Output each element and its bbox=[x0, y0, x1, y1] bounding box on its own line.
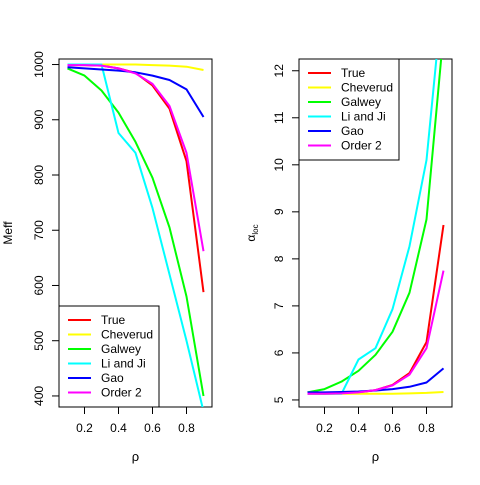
y-tick-label: 700 bbox=[32, 220, 46, 240]
series-group bbox=[67, 63, 205, 407]
panel-meff: 0.2 0.4 0.6 0.8 400 500 600 700 800 900 1000 ρ Meff T… bbox=[1, 51, 213, 464]
y-tick-label: 400 bbox=[32, 386, 46, 406]
y-axis-label: αloc bbox=[244, 224, 260, 241]
series-group bbox=[307, 59, 445, 395]
series-line-gao bbox=[307, 367, 445, 394]
legend-box bbox=[58, 305, 160, 408]
y-tick-label: 900 bbox=[32, 109, 46, 129]
y-tick-label: 500 bbox=[32, 330, 46, 350]
y-axis-label: Meff bbox=[1, 221, 15, 245]
series-line-gao bbox=[67, 66, 205, 118]
series-line-order-2 bbox=[67, 64, 205, 252]
y-tick-label: 1000 bbox=[32, 51, 46, 78]
legend-label: Gao bbox=[341, 124, 364, 138]
legend-label: True bbox=[101, 313, 126, 327]
series-line-galwey bbox=[67, 67, 205, 397]
x-tick-label: 0.6 bbox=[384, 421, 401, 435]
y-tick-label: 600 bbox=[32, 275, 46, 295]
panel-alpha-loc: 0.2 0.4 0.6 0.8 5 6 7 8 9 10 11 12 ρ αloc TrueCheverud… bbox=[244, 58, 453, 464]
legend-label: True bbox=[341, 66, 366, 80]
x-axis-label: ρ bbox=[372, 449, 379, 464]
legend-label: Gao bbox=[101, 371, 124, 385]
y-tick-label: 11 bbox=[272, 111, 286, 124]
legend-label: Cheverud bbox=[101, 328, 153, 342]
y-tick-label: 12 bbox=[272, 64, 286, 78]
series-line-galwey bbox=[307, 59, 443, 394]
series-line-order-2 bbox=[307, 270, 445, 395]
y-tick-label: 9 bbox=[272, 208, 286, 215]
legend-label: Li and Ji bbox=[101, 357, 146, 371]
series-line-true bbox=[307, 224, 445, 395]
x-tick-label: 0.8 bbox=[418, 421, 435, 435]
x-tick-label: 0.4 bbox=[350, 421, 367, 435]
y-tick-label: 8 bbox=[272, 255, 286, 262]
legend-label: Order 2 bbox=[341, 139, 382, 153]
series-line-true bbox=[67, 64, 205, 293]
y-tick-label: 5 bbox=[272, 396, 286, 403]
y-tick-label: 7 bbox=[272, 302, 286, 309]
y-tick-label: 800 bbox=[32, 165, 46, 185]
legend-label: Cheverud bbox=[341, 81, 393, 95]
legend-label: Galwey bbox=[101, 342, 141, 356]
y-tick-label: 6 bbox=[272, 349, 286, 356]
legend-box bbox=[298, 58, 400, 161]
legend-label: Order 2 bbox=[101, 386, 142, 400]
x-axis-label: ρ bbox=[132, 449, 139, 464]
x-tick-label: 0.8 bbox=[178, 421, 195, 435]
x-tick-label: 0.2 bbox=[76, 421, 93, 435]
legend-label: Galwey bbox=[341, 95, 381, 109]
x-tick-label: 0.4 bbox=[110, 421, 127, 435]
legend-label: Li and Ji bbox=[341, 110, 386, 124]
y-tick-label: 10 bbox=[272, 158, 286, 172]
x-tick-label: 0.2 bbox=[316, 421, 333, 435]
x-tick-label: 0.6 bbox=[144, 421, 161, 435]
